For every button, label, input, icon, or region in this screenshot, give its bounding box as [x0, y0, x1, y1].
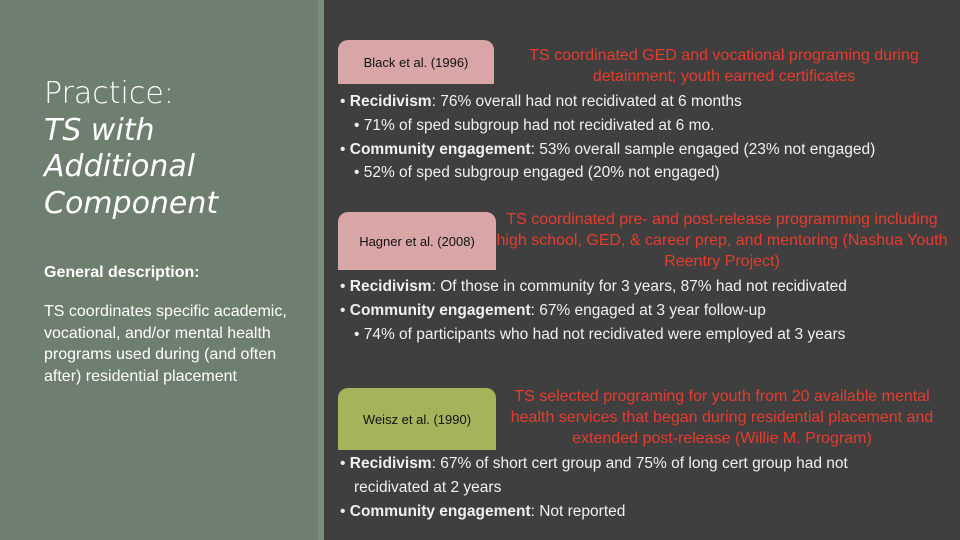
panel-divider — [318, 0, 324, 540]
left-panel — [0, 0, 318, 540]
bullet-recidivism: • Recidivism: Of those in community for … — [340, 278, 847, 295]
general-description-text: TS coordinates specific academic, vocati… — [44, 303, 287, 385]
bullet-recidivism: • Recidivism: 67% of short cert group an… — [340, 455, 848, 472]
slide-title-line1: Practice: — [44, 76, 174, 111]
citation-tag-black: Black et al. (1996) — [338, 40, 494, 84]
bullet-community: • Community engagement: 53% overall samp… — [340, 140, 876, 158]
study-body-hagner: • Recidivism: Of those in community for … — [340, 275, 950, 346]
study-heading-weisz: TS selected programing for youth from 20… — [510, 388, 934, 447]
bullet-sub: • 74% of participants who had not recidi… — [354, 325, 846, 343]
bullet-continuation: recidivated at 2 years — [354, 478, 502, 496]
citation-tag-weisz: Weisz et al. (1990) — [338, 388, 496, 450]
slide-title-line4: Component — [44, 186, 219, 221]
bullet-recidivism: • Recidivism: 76% overall had not recidi… — [340, 93, 742, 110]
study-body-black: • Recidivism: 76% overall had not recidi… — [340, 90, 950, 185]
study-body-weisz: • Recidivism: 67% of short cert group an… — [340, 452, 950, 523]
bullet-community: • Community engagement: Not reported — [340, 502, 626, 520]
bullet-sub: • 71% of sped subgroup had not recidivat… — [354, 116, 715, 134]
bullet-community: • Community engagement: 67% engaged at 3… — [340, 301, 766, 319]
right-panel — [324, 0, 960, 540]
study-heading-black: TS coordinated GED and vocational progra… — [529, 47, 919, 85]
general-description-heading: General description: — [44, 264, 200, 281]
citation-tag-hagner: Hagner et al. (2008) — [338, 212, 496, 270]
slide-title-line2: TS with — [44, 113, 155, 148]
slide-title-line3: Additional — [44, 149, 196, 184]
bullet-sub: • 52% of sped subgroup engaged (20% not … — [354, 164, 720, 182]
study-heading-hagner: TS coordinated pre- and post-release pro… — [496, 211, 948, 270]
